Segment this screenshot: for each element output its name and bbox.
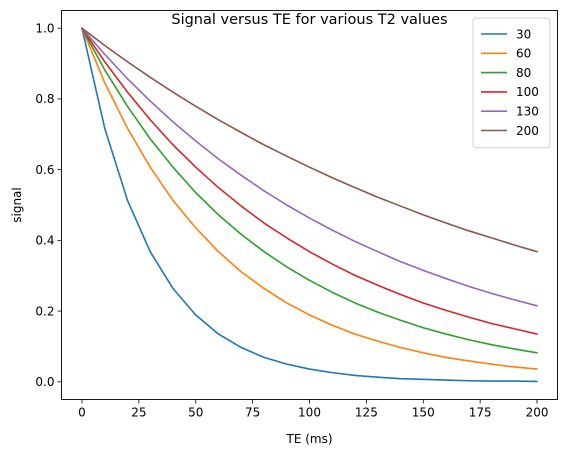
x-tick-label: 50 <box>188 406 203 420</box>
y-tick-label: 0.8 <box>35 92 54 106</box>
legend-label: 80 <box>516 66 531 80</box>
y-tick-label: 0.0 <box>35 375 54 389</box>
series-line-100 <box>81 27 538 335</box>
x-axis: 0 25 50 75 100 125 150 175 200 <box>78 399 549 420</box>
series-line-130 <box>81 27 538 307</box>
series-line-30 <box>81 27 538 383</box>
y-axis-label: signal <box>10 187 24 223</box>
chart-title: Signal versus TE for various T2 values <box>171 12 447 28</box>
x-tick-label: 25 <box>131 406 146 420</box>
x-tick-label: 175 <box>469 406 492 420</box>
series-layer <box>81 27 538 383</box>
x-tick-label: 0 <box>78 406 86 420</box>
legend: 30 60 80 100 130 200 <box>472 17 551 149</box>
series-line-60 <box>81 27 538 370</box>
legend-label: 30 <box>516 27 531 41</box>
x-tick-label: 75 <box>245 406 260 420</box>
y-tick-label: 1.0 <box>35 21 54 35</box>
legend-label: 60 <box>516 47 531 61</box>
legend-box <box>472 17 551 149</box>
x-axis-label: TE (ms) <box>285 432 332 446</box>
x-tick-label: 200 <box>526 406 549 420</box>
series-line-200 <box>81 27 538 253</box>
y-tick-label: 0.2 <box>35 304 54 318</box>
x-tick-label: 100 <box>298 406 321 420</box>
legend-label: 200 <box>516 124 539 138</box>
series-line-80 <box>81 27 538 354</box>
legend-label: 100 <box>516 85 539 99</box>
x-tick-label: 125 <box>355 406 378 420</box>
y-tick-label: 0.6 <box>35 163 54 177</box>
y-tick-label: 0.4 <box>35 234 54 248</box>
y-axis: 0.0 0.2 0.4 0.6 0.8 1.0 <box>35 21 62 389</box>
x-tick-label: 150 <box>412 406 435 420</box>
legend-label: 130 <box>516 105 539 119</box>
